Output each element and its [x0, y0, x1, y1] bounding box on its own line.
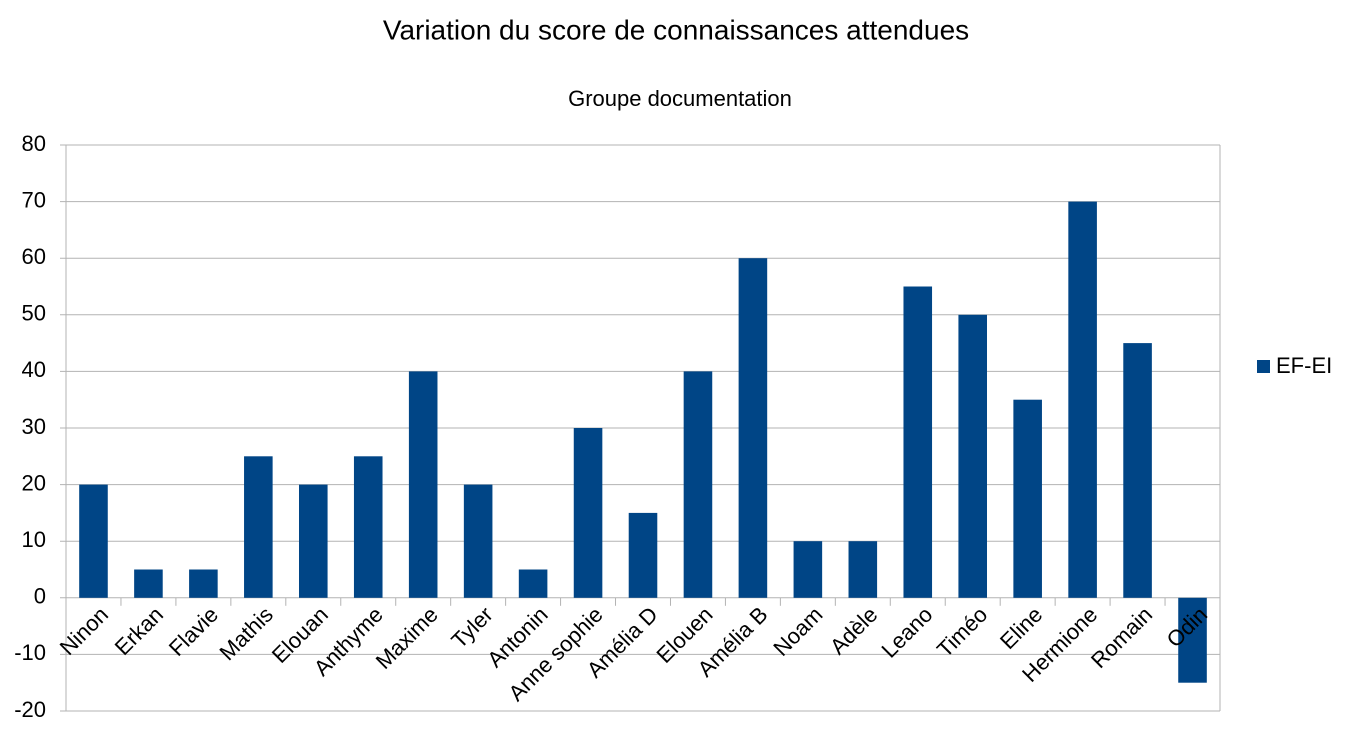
x-tick-label: Maxime: [371, 602, 443, 674]
x-tick-label: Noam: [768, 602, 827, 661]
bar: [738, 258, 768, 598]
bar: [463, 484, 493, 598]
bar: [958, 314, 988, 598]
bar: [244, 456, 273, 598]
chart-title: Variation du score de connaissances atte…: [383, 14, 969, 45]
x-tick-label: Flavie: [164, 602, 223, 661]
bar: [1123, 343, 1152, 598]
bar: [298, 484, 328, 598]
x-tick-label: Erkan: [110, 602, 168, 660]
bar: [134, 569, 163, 598]
bar: [628, 512, 658, 598]
y-tick-label: 20: [22, 470, 46, 495]
y-tick-label: 30: [22, 414, 46, 439]
x-tick-label: Mathis: [214, 602, 277, 665]
x-tick-label: Romain: [1086, 602, 1157, 673]
bar: [1013, 399, 1042, 598]
bar: [848, 541, 878, 598]
bar: [1068, 201, 1097, 598]
bar: [683, 371, 713, 598]
y-tick-label: 10: [22, 527, 46, 552]
bar: [793, 541, 823, 598]
bar: [189, 569, 218, 598]
y-tick-label: -10: [14, 640, 46, 665]
x-tick-label: Adèle: [825, 602, 882, 659]
bar: [1178, 597, 1207, 683]
bar: [79, 484, 108, 598]
bar: [903, 286, 933, 598]
y-tick-label: -20: [14, 697, 46, 722]
y-tick-label: 60: [22, 244, 46, 269]
bar: [353, 456, 383, 598]
y-tick-label: 80: [22, 131, 46, 156]
y-tick-label: 40: [22, 357, 46, 382]
chart-subtitle: Groupe documentation: [568, 86, 792, 111]
bar: [408, 371, 438, 598]
x-tick-label: Timéo: [932, 602, 992, 662]
x-tick-label: Ninon: [55, 602, 113, 660]
y-tick-label: 70: [22, 187, 46, 212]
bar: [518, 569, 548, 598]
legend-swatch: [1257, 360, 1270, 373]
y-tick-label: 0: [34, 584, 46, 609]
bar: [573, 428, 603, 598]
y-tick-label: 50: [22, 301, 46, 326]
legend-label: EF-EI: [1276, 353, 1332, 378]
x-tick-label: Leano: [876, 602, 937, 663]
